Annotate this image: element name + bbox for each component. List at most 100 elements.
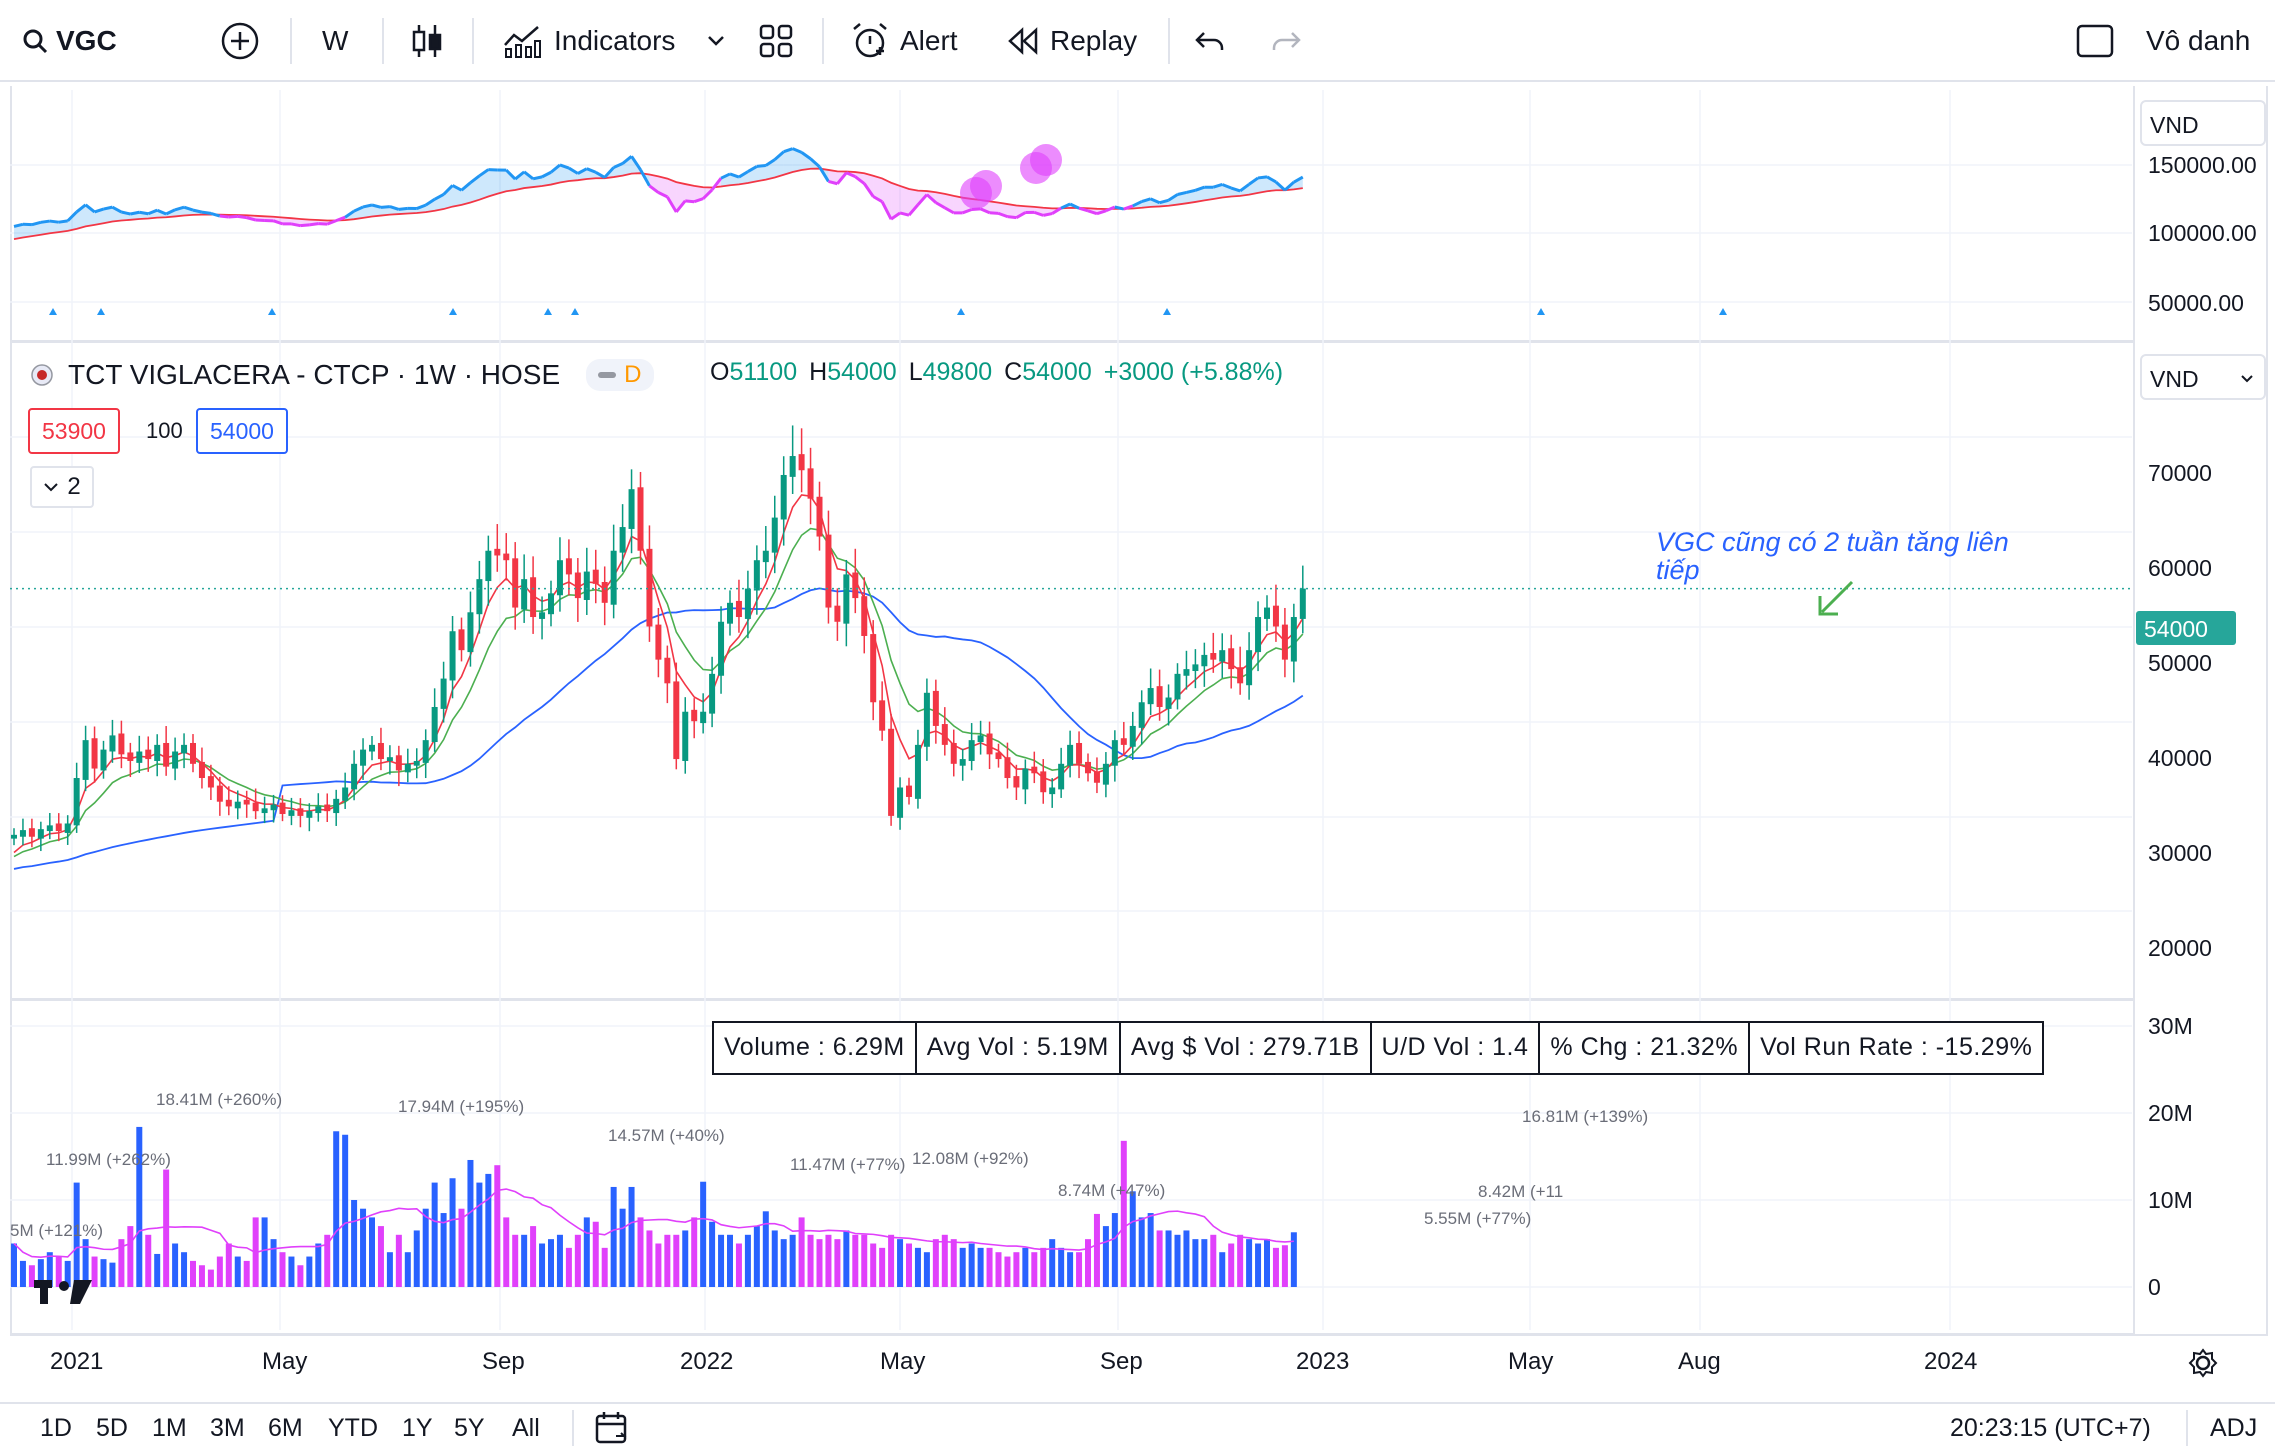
volume-bar: [753, 1226, 760, 1287]
pane-divider[interactable]: [10, 998, 2135, 1001]
candle-body: [610, 550, 617, 605]
alert-button[interactable]: Alert: [850, 0, 958, 82]
adj-button[interactable]: ADJ: [2210, 1414, 2258, 1442]
rs-line-segment: [228, 214, 238, 219]
price-tick-label: 40000: [2148, 745, 2212, 771]
pane-divider[interactable]: [10, 340, 2135, 343]
volume-bar: [879, 1247, 886, 1287]
volume-bar: [762, 1211, 769, 1287]
rs-line-segment: [309, 222, 319, 227]
rs-line-segment: [201, 210, 212, 215]
volume-bar: [1040, 1247, 1047, 1287]
rs-fill: [112, 207, 122, 222]
rs-fill: [488, 169, 498, 197]
alert-label: Alert: [900, 25, 958, 56]
indicators-dropdown[interactable]: [706, 0, 726, 82]
collapse-indicators-button[interactable]: 2: [30, 466, 94, 508]
rs-signal-marker: [571, 308, 579, 315]
price-tick-label: 60000: [2148, 555, 2212, 581]
chevron-down-icon: [44, 483, 59, 492]
candle-body: [950, 742, 957, 764]
sell-price-button[interactable]: 53900: [28, 408, 120, 454]
time-label: Aug: [1678, 1348, 1721, 1375]
rs-fill: [783, 148, 793, 175]
rs-line-segment: [872, 195, 883, 203]
candle-body: [718, 621, 725, 676]
rs-line-segment: [130, 210, 140, 216]
candle-body: [82, 740, 89, 780]
range-5y-button[interactable]: 5Y: [454, 1414, 485, 1442]
buy-price-button[interactable]: 54000: [196, 408, 288, 454]
volume-bar: [440, 1213, 447, 1287]
rs-line-segment: [156, 208, 167, 216]
candle-body: [753, 560, 760, 591]
symbol-search[interactable]: VGC: [22, 0, 117, 82]
badge-letter: D: [624, 361, 642, 388]
replay-button[interactable]: Replay: [1006, 0, 1137, 82]
rs-line-segment: [398, 206, 408, 211]
volume-bar: [1290, 1232, 1297, 1287]
candle-body: [404, 763, 411, 773]
rs-line-segment: [989, 211, 999, 215]
range-5d-button[interactable]: 5D: [96, 1414, 128, 1442]
rs-fill: [1186, 190, 1196, 204]
rs-line-segment: [1212, 183, 1223, 189]
volume-bar: [1183, 1230, 1190, 1287]
volume-bar: [1228, 1243, 1235, 1287]
compare-button[interactable]: [220, 0, 260, 82]
watermark-logo-part: [59, 1281, 69, 1291]
range-6m-button[interactable]: 6M: [268, 1414, 303, 1442]
time-label: 2023: [1296, 1348, 1350, 1375]
candle-body: [163, 742, 170, 767]
rs-line-segment: [1051, 206, 1062, 215]
main-pane-currency[interactable]: VND: [2140, 354, 2266, 400]
range-1y-button[interactable]: 1Y: [402, 1414, 433, 1442]
rs-fill: [14, 224, 23, 240]
volume-bar: [190, 1260, 196, 1287]
rs-fill: [658, 176, 668, 197]
chart-canvas[interactable]: 5M (+121%) 11.99M (+262%) 18.41M (+260%) 17…: [0, 0, 2275, 1400]
candle-body: [995, 752, 1002, 760]
range-1d-button[interactable]: 1D: [40, 1414, 72, 1442]
volume-bar: [691, 1217, 698, 1287]
fullscreen-toggle[interactable]: [2076, 0, 2114, 82]
candle-body: [127, 752, 134, 761]
candle-body: [288, 810, 295, 816]
rs-line-segment: [58, 219, 68, 224]
candle-body: [897, 787, 904, 818]
candle-body: [1299, 588, 1306, 619]
interval-button[interactable]: W: [322, 0, 348, 82]
settings-button[interactable]: [2188, 1348, 2218, 1383]
rs-line-segment: [916, 193, 929, 206]
data-badge[interactable]: D: [586, 359, 654, 391]
chart-type-button[interactable]: [410, 0, 444, 82]
layout-name-button[interactable]: Vô danh: [2146, 0, 2250, 82]
volume-bar: [163, 1169, 170, 1287]
rs-line-segment: [353, 205, 364, 213]
symbol-legend[interactable]: TCT VIGLACERA - CTCP · 1W · HOSE D: [30, 355, 654, 395]
volume-bar: [798, 1217, 805, 1287]
redo-button[interactable]: [1270, 0, 1302, 82]
range-1m-button[interactable]: 1M: [152, 1414, 187, 1442]
price-tick-label: 30000: [2148, 840, 2212, 866]
range-all-button[interactable]: All: [512, 1414, 540, 1442]
ohlc-close: C54000: [1004, 358, 1092, 387]
goto-date-button[interactable]: [594, 1410, 630, 1450]
candle-body: [1058, 763, 1065, 790]
rs-line-segment: [541, 170, 552, 179]
indicators-button[interactable]: Indicators: [502, 0, 675, 82]
layouts-button[interactable]: [758, 0, 794, 82]
candle-body: [145, 749, 152, 760]
undo-button[interactable]: [1194, 0, 1226, 82]
candle-body: [1147, 688, 1154, 705]
volume-bar: [127, 1226, 134, 1287]
candle-body: [1129, 725, 1136, 747]
range-ytd-button[interactable]: YTD: [328, 1414, 378, 1442]
volume-tick-label: 30M: [2148, 1013, 2193, 1039]
range-3m-button[interactable]: 3M: [210, 1414, 245, 1442]
chart-annotation[interactable]: VGC cũng có 2 tuần tăng liên tiếp: [1656, 527, 2009, 585]
clock-timezone[interactable]: 20:23:15 (UTC+7): [1950, 1414, 2151, 1442]
candle-body: [709, 673, 716, 714]
top-pane-currency[interactable]: VND: [2140, 100, 2266, 146]
candle-body: [261, 808, 268, 814]
